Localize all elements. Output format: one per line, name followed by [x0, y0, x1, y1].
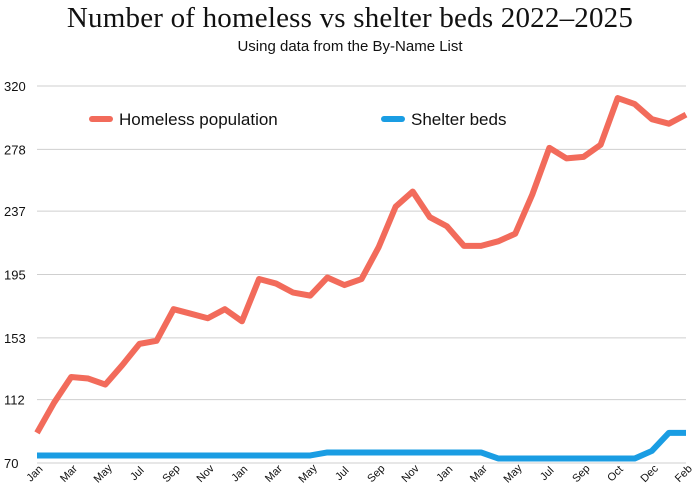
y-tick-label: 153 — [4, 331, 26, 346]
x-tick-label: May — [92, 462, 116, 486]
x-tick-label: May — [501, 462, 525, 486]
x-tick-label: May — [297, 462, 321, 486]
y-tick-label: 320 — [4, 79, 26, 94]
x-tick-label: Dec — [639, 462, 662, 485]
series-line-shelter-beds — [37, 429, 686, 462]
y-tick-label: 112 — [4, 393, 25, 408]
x-tick-label: Oct — [605, 464, 626, 485]
legend-label: Shelter beds — [411, 110, 506, 129]
series-line-homeless-population — [34, 95, 688, 435]
x-tick-label: Jul — [333, 465, 351, 483]
x-tick-label: Nov — [399, 462, 422, 485]
x-tick-label: Mar — [58, 463, 80, 485]
y-tick-label: 237 — [4, 204, 26, 219]
x-tick-label: Feb — [673, 463, 695, 485]
x-tick-label: Jul — [128, 465, 146, 483]
chart-title: Number of homeless vs shelter beds 2022–… — [66, 2, 634, 34]
x-tick-label: Sep — [365, 463, 387, 485]
y-tick-label: 70 — [4, 456, 18, 471]
x-tick-label: Mar — [468, 463, 490, 485]
legend-label: Homeless population — [119, 110, 278, 129]
x-tick-label: Sep — [570, 463, 592, 485]
x-tick-label: Jul — [538, 465, 556, 483]
x-tick-label: Nov — [195, 462, 218, 485]
x-tick-label: Jan — [229, 463, 250, 484]
x-tick-label: Sep — [160, 463, 182, 485]
y-tick-label: 195 — [4, 268, 26, 283]
x-tick-label: Jan — [24, 463, 45, 484]
x-tick-label: Mar — [263, 463, 285, 485]
x-tick-label: Jan — [434, 463, 455, 484]
chart-subtitle: Using data from the By-Name List — [237, 38, 463, 55]
y-tick-label: 278 — [4, 142, 26, 157]
